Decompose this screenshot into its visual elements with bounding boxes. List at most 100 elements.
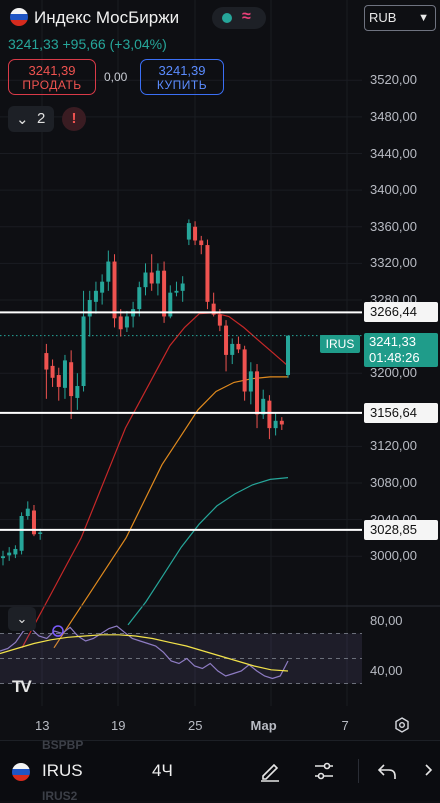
horizontal-line-label[interactable]: 3266,44	[364, 302, 438, 323]
price-tick-label: 3480,00	[370, 108, 417, 124]
price-tick-label: 3000,00	[370, 548, 417, 564]
date-tick-label: 19	[111, 718, 126, 733]
candle-body	[267, 400, 272, 429]
candle-body	[13, 548, 18, 555]
candle-body	[224, 325, 229, 355]
ma-mid-line	[53, 376, 288, 649]
candle-body	[106, 261, 111, 282]
candle-body	[87, 299, 92, 317]
current-price-label: 3241,33 01:48:26	[364, 333, 438, 367]
price-tick-label: 3440,00	[370, 145, 417, 161]
drawing-pen-icon[interactable]	[258, 759, 282, 783]
date-tick-label: 7	[341, 718, 349, 733]
candle-body	[186, 223, 191, 240]
indicators-icon[interactable]	[312, 759, 336, 783]
candle-body	[93, 290, 98, 302]
market-status-pill[interactable]: ≈	[212, 7, 266, 29]
ma-slow-line	[127, 477, 289, 626]
horizontal-lines[interactable]	[0, 311, 362, 531]
candle-body	[279, 420, 284, 425]
candle-body	[75, 386, 80, 398]
rsi-marker	[52, 625, 64, 637]
price-tick-label: 3360,00	[370, 218, 417, 234]
buy-label: КУПИТЬ	[156, 78, 208, 92]
price-tick-label: 3400,00	[370, 182, 417, 198]
price-change: +95,66 (+3,04%)	[62, 36, 167, 52]
last-price: 3241,33	[8, 36, 59, 52]
symbol-search-button[interactable]: IRUS	[42, 761, 83, 780]
candle-body	[137, 287, 142, 310]
candle-body	[248, 371, 253, 392]
candle-body	[230, 343, 235, 355]
moving-averages	[0, 312, 362, 649]
date-tick-label: Мар	[250, 718, 277, 733]
rsi-tick-label: 40,00	[370, 663, 403, 678]
candle-body	[211, 303, 216, 315]
candle-body	[273, 420, 278, 429]
toolbar-divider	[358, 759, 359, 783]
bottom-toolbar: BSPBP IRUS2 IRUS 4Ч	[0, 738, 440, 803]
rsi-tick-label: 80,00	[370, 613, 403, 628]
price-tick-label: 3120,00	[370, 438, 417, 454]
horizontal-line-label[interactable]: 3028,85	[364, 519, 438, 540]
price-tick-label: 3320,00	[370, 255, 417, 271]
current-price: 3241,33	[369, 334, 416, 349]
market-open-dot-icon	[222, 13, 232, 23]
rsi-collapse-button[interactable]: ⌄	[8, 607, 36, 631]
candle-body	[25, 508, 30, 516]
candle-body	[155, 270, 160, 284]
settings-icon[interactable]	[394, 717, 410, 733]
indicators-toggle-button[interactable]: ⌄ 2	[8, 106, 54, 132]
candle-body	[50, 365, 55, 378]
alert-icon[interactable]: !	[62, 107, 86, 131]
candlesticks	[1, 219, 290, 566]
tradingview-logo[interactable]: TV	[12, 677, 32, 696]
wave-icon: ≈	[242, 8, 251, 25]
undo-icon[interactable]	[375, 759, 399, 783]
rsi-ma-line	[0, 634, 289, 672]
interval-button[interactable]: 4Ч	[152, 761, 173, 780]
candle-body	[199, 240, 204, 246]
candle-body	[118, 316, 123, 330]
candle-body	[44, 353, 49, 370]
price-chart[interactable]	[0, 0, 440, 740]
candle-body	[1, 556, 5, 559]
candle-body	[162, 270, 167, 317]
candle-body	[7, 552, 12, 556]
bar-countdown: 01:48:26	[369, 350, 420, 365]
horizontal-line-label[interactable]: 3156,64	[364, 402, 438, 423]
candle-body	[112, 261, 117, 319]
sell-button[interactable]: 3241,39 ПРОДАТЬ	[8, 59, 96, 95]
candle-body	[168, 292, 173, 317]
price-tick-label: 3080,00	[370, 475, 417, 491]
candle-body	[205, 245, 210, 302]
candle-body	[100, 281, 105, 293]
rsi-band	[0, 633, 362, 684]
candle-body	[19, 515, 24, 551]
symbol-list-ghost-top: BSPBP	[42, 738, 84, 752]
buy-price: 3241,39	[158, 63, 206, 78]
date-tick-label: 25	[188, 718, 203, 733]
chart-grid	[0, 0, 362, 706]
candle-body	[143, 272, 148, 288]
currency-value: RUB	[369, 10, 397, 25]
price-change-line: 3241,33 +95,66 (+3,04%)	[8, 36, 167, 52]
candle-body	[193, 226, 198, 241]
date-tick-label: 13	[35, 718, 50, 733]
sell-label: ПРОДАТЬ	[22, 78, 82, 92]
sell-price: 3241,39	[28, 63, 76, 78]
candle-body	[69, 362, 74, 397]
candle-body	[81, 316, 86, 387]
candle-body	[62, 360, 67, 388]
russia-flag-icon	[12, 763, 30, 781]
instrument-title[interactable]: Индекс МосБиржи	[34, 8, 180, 27]
candle-body	[149, 272, 154, 284]
redo-icon[interactable]	[418, 759, 440, 783]
symbol-list-ghost-bottom: IRUS2	[42, 789, 78, 803]
rsi-panel	[0, 605, 440, 684]
candle-body	[236, 343, 241, 350]
candle-body	[242, 349, 247, 392]
symbol-badge: IRUS	[320, 335, 360, 353]
buy-button[interactable]: 3241,39 КУПИТЬ	[140, 59, 224, 95]
currency-select[interactable]: RUB ▼	[364, 5, 436, 31]
